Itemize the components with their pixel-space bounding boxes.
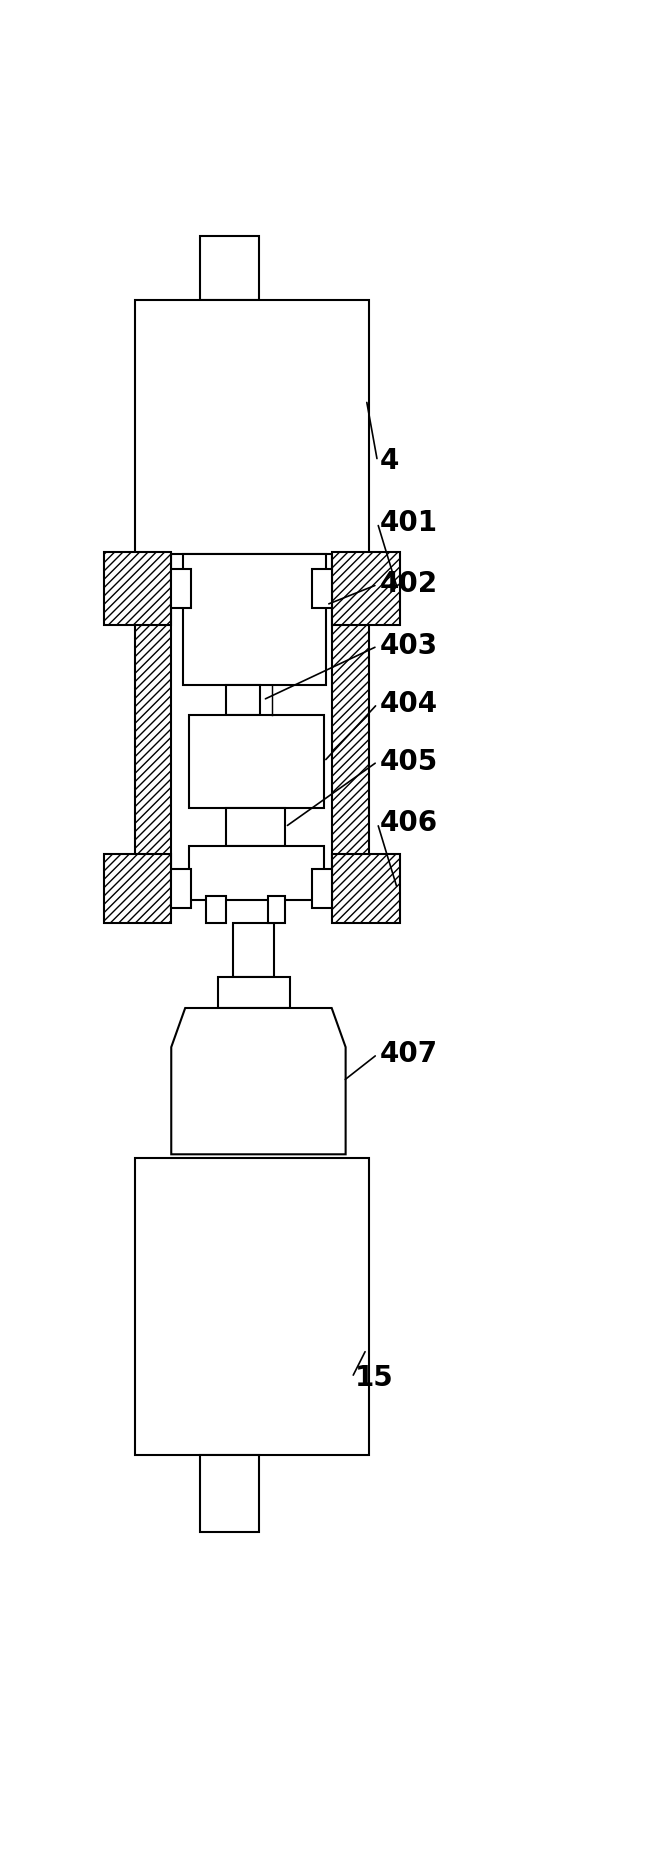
Bar: [171, 569, 191, 608]
Bar: [135, 301, 369, 553]
Bar: [225, 684, 260, 716]
Bar: [135, 553, 171, 892]
Bar: [200, 236, 259, 301]
Bar: [217, 978, 290, 1007]
Bar: [332, 553, 400, 625]
Bar: [135, 1158, 369, 1454]
Text: 406: 406: [380, 809, 438, 837]
Bar: [206, 896, 225, 924]
Bar: [311, 569, 332, 608]
Bar: [189, 716, 324, 807]
Text: 401: 401: [380, 508, 438, 536]
Bar: [332, 553, 369, 892]
Bar: [233, 924, 275, 978]
Bar: [268, 896, 285, 924]
Text: 15: 15: [355, 1363, 394, 1391]
Bar: [104, 553, 171, 625]
Bar: [171, 870, 191, 907]
Text: 403: 403: [380, 633, 438, 660]
Bar: [225, 807, 285, 846]
Bar: [189, 846, 324, 900]
Text: 404: 404: [380, 690, 438, 718]
Bar: [311, 870, 332, 907]
Bar: [104, 853, 171, 924]
Text: 407: 407: [380, 1041, 438, 1068]
Text: 405: 405: [380, 748, 438, 775]
Text: 4: 4: [380, 447, 399, 475]
Polygon shape: [171, 1007, 346, 1154]
Bar: [183, 553, 327, 684]
Bar: [200, 1454, 259, 1532]
Text: 402: 402: [380, 571, 438, 599]
Bar: [332, 853, 400, 924]
